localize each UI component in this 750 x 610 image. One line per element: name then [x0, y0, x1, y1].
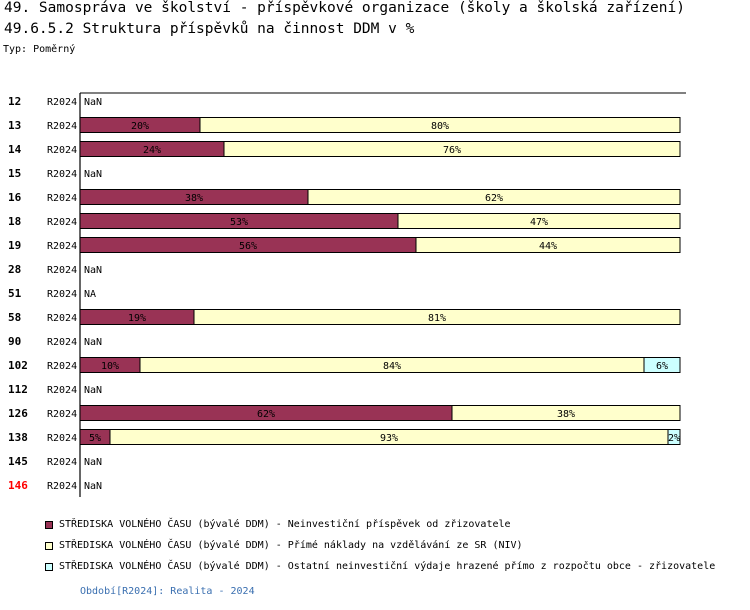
missing-value-label: NaN — [84, 97, 102, 108]
legend-swatch-series-1 — [45, 521, 53, 529]
period-label: R2024 — [47, 385, 77, 396]
data-label: 76% — [443, 145, 461, 156]
period-label: R2024 — [47, 289, 77, 300]
data-label: 2% — [668, 433, 680, 444]
data-label: 93% — [380, 433, 398, 444]
period-label: R2024 — [47, 217, 77, 228]
bar-segment — [223, 141, 681, 157]
data-label: 44% — [539, 241, 557, 252]
chart-title: 49. Samospráva ve školství - příspěvkové… — [4, 0, 685, 16]
missing-value-label: NaN — [84, 337, 102, 348]
category-label: 138 — [8, 431, 28, 444]
bar-segment — [643, 357, 681, 373]
data-label: 56% — [239, 241, 257, 252]
data-label: 81% — [428, 313, 446, 324]
chart-subtitle: 49.6.5.2 Struktura příspěvků na činnost … — [4, 21, 415, 37]
period-label: R2024 — [47, 313, 77, 324]
data-label: 10% — [101, 361, 119, 372]
category-label: 112 — [8, 383, 28, 396]
category-label: 90 — [8, 335, 21, 348]
bar-segment — [667, 429, 681, 445]
period-label: R2024 — [47, 193, 77, 204]
data-label: 6% — [656, 361, 668, 372]
bar-segment — [307, 189, 681, 205]
legend-label-series-2: STŘEDISKA VOLNÉHO ČASU (bývalé DDM) - Př… — [59, 540, 523, 551]
period-label: R2024 — [47, 409, 77, 420]
period-label: R2024 — [47, 121, 77, 132]
bar-segment — [199, 117, 681, 133]
missing-value-label: NaN — [84, 457, 102, 468]
stacked-bar-chart: 12 R2024 NaN 13 R2024 20% 80% 14 R2024 24% 76% 15 R2… — [8, 92, 686, 497]
missing-value-label: NaN — [84, 265, 102, 276]
category-label: 13 — [8, 119, 21, 132]
data-label: 84% — [383, 361, 401, 372]
category-label: 126 — [8, 407, 28, 420]
legend-label-series-1: STŘEDISKA VOLNÉHO ČASU (bývalé DDM) - Ne… — [59, 519, 511, 530]
legend-label-series-3: STŘEDISKA VOLNÉHO ČASU (bývalé DDM) - Os… — [59, 561, 716, 572]
category-label: 15 — [8, 167, 21, 180]
missing-value-label: NA — [84, 289, 96, 300]
period-label: R2024 — [47, 433, 77, 444]
bar-segment — [415, 237, 681, 253]
category-label: 145 — [8, 455, 28, 468]
period-label: R2024 — [47, 481, 77, 492]
missing-value-label: NaN — [84, 385, 102, 396]
data-label: 62% — [257, 409, 275, 420]
bar-segment — [193, 309, 681, 325]
category-label: 14 — [8, 143, 22, 156]
chart-type-label: Typ: Poměrný — [3, 44, 76, 55]
missing-value-label: NaN — [84, 169, 102, 180]
period-label: R2024 — [47, 457, 77, 468]
legend-swatch-series-2 — [45, 542, 53, 550]
data-label: 19% — [128, 313, 146, 324]
period-label: R2024 — [47, 337, 77, 348]
category-label: 146 — [8, 479, 28, 492]
bar-segment — [397, 213, 681, 229]
category-label: 18 — [8, 215, 21, 228]
data-label: 62% — [485, 193, 503, 204]
period-label: R2024 — [47, 169, 77, 180]
data-label: 24% — [143, 145, 161, 156]
period-footer: Období[R2024]: Realita - 2024 — [80, 586, 255, 597]
category-label: 58 — [8, 311, 21, 324]
data-label: 47% — [530, 217, 548, 228]
data-label: 38% — [185, 193, 203, 204]
missing-value-label: NaN — [84, 481, 102, 492]
category-label: 12 — [8, 95, 21, 108]
data-label: 38% — [557, 409, 575, 420]
category-label: 102 — [8, 359, 28, 372]
data-label: 20% — [131, 121, 149, 132]
bar-segment — [451, 405, 681, 421]
category-label: 19 — [8, 239, 21, 252]
data-label: 53% — [230, 217, 248, 228]
category-label: 51 — [8, 287, 22, 300]
data-label: 80% — [431, 121, 449, 132]
period-label: R2024 — [47, 361, 77, 372]
period-label: R2024 — [47, 265, 77, 276]
data-label: 5% — [89, 433, 101, 444]
category-label: 28 — [8, 263, 21, 276]
category-label: 16 — [8, 191, 22, 204]
period-label: R2024 — [47, 145, 77, 156]
period-label: R2024 — [47, 241, 77, 252]
period-label: R2024 — [47, 97, 77, 108]
legend-swatch-series-3 — [45, 563, 53, 571]
